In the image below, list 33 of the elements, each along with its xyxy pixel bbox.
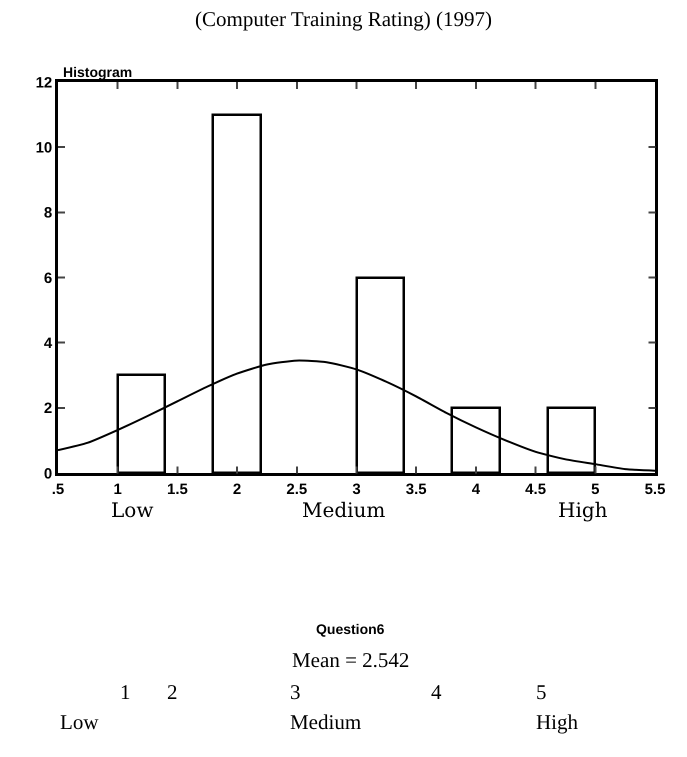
y-tick-label: 8 (44, 204, 52, 222)
x-tick-label: 1 (114, 480, 122, 498)
text: 4 (431, 680, 442, 704)
text: High (558, 498, 608, 522)
chart-title: (Computer Training Rating) (1997) (195, 7, 492, 32)
text: High (536, 710, 578, 734)
text: Mean = 2.542 (292, 648, 410, 672)
text: 1 (120, 680, 130, 704)
x-tick-label: .5 (52, 480, 64, 498)
text: 5 (536, 680, 546, 704)
y-tick-label: 6 (44, 270, 52, 287)
text: Medium (290, 710, 362, 734)
x-tick-label: 5.5 (644, 480, 666, 498)
x-tick-label: 4.5 (525, 480, 546, 498)
x-tick-label: 3 (352, 480, 361, 498)
x-tick-label: 4 (472, 480, 481, 498)
x-tick-label: 2.5 (286, 480, 308, 498)
text: Medium (302, 498, 386, 522)
x-tick-label: 2 (232, 480, 242, 498)
y-tick-label: 10 (36, 139, 52, 156)
x-tick-label: 1.5 (166, 480, 188, 498)
chart-subtitle: Histogram (63, 64, 132, 80)
y-tick-label: 0 (44, 465, 52, 482)
y-tick-label: 2 (44, 400, 52, 418)
text: Low (60, 710, 100, 734)
y-tick-label: 4 (44, 334, 53, 352)
text: 2 (167, 680, 178, 704)
text: Question6 (316, 621, 385, 637)
text: Low (111, 498, 154, 522)
x-tick-label: 5 (591, 480, 600, 498)
x-tick-label: 3.5 (406, 480, 427, 498)
y-tick-label: 12 (36, 74, 52, 92)
text: 3 (290, 680, 300, 704)
